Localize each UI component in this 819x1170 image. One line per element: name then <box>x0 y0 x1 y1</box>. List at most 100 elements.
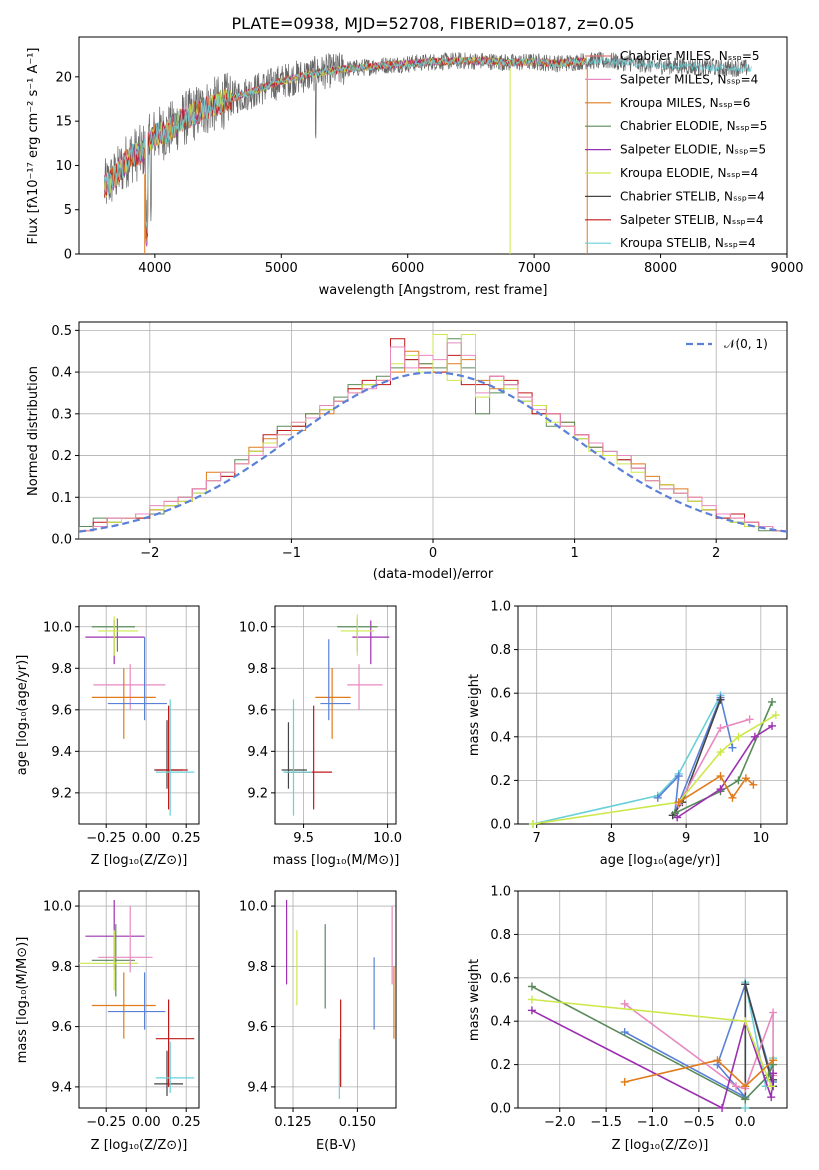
model-spectrum-line <box>103 56 587 240</box>
x-tick-label: −1.0 <box>637 1115 669 1130</box>
x-tick-label: 7000 <box>518 261 551 276</box>
x-axis-label: (data-model)/error <box>373 567 494 582</box>
y-tick-label: 9.4 <box>51 1080 72 1095</box>
x-tick-label: 0.0 <box>735 1115 756 1130</box>
plot-frame <box>274 605 397 825</box>
legend-label: Salpeter ELODIE, Nₛₛₚ=5 <box>620 143 766 157</box>
x-tick-label: −2.0 <box>544 1115 576 1130</box>
series-line <box>532 695 722 824</box>
x-axis-label: age [log₁₀(age/yr)] <box>600 853 721 868</box>
x-tick-label: 1 <box>570 546 578 561</box>
plot-frame <box>517 605 788 825</box>
histogram-step <box>79 342 787 539</box>
y-tick-label: 9.6 <box>51 703 72 718</box>
y-tick-label: 0.0 <box>51 533 72 548</box>
x-tick-label: 0.150 <box>339 1115 376 1130</box>
model-spectrum-line <box>103 56 752 234</box>
age-vs-mass-panel: 9.5 10.0 9.2 9.4 9.6 9.8 10.0 mass [log₁₀(M/M⊙)… <box>239 605 402 868</box>
y-tick-label: 0.4 <box>51 366 72 381</box>
y-tick-label: 0.6 <box>490 971 511 986</box>
legend-label: Chabrier MILES, Nₛₛₚ=5 <box>620 49 760 63</box>
legend-label: Salpeter STELIB, Nₛₛₚ=4 <box>620 213 764 227</box>
series-line <box>674 701 773 814</box>
x-tick-label: −0.25 <box>86 1115 126 1130</box>
y-tick-label: 9.2 <box>247 786 268 801</box>
y-tick-label: 0.5 <box>51 324 72 339</box>
y-tick-label: 10.0 <box>239 620 268 635</box>
x-tick-label: 5000 <box>265 261 298 276</box>
x-tick-label: 8 <box>607 831 615 846</box>
y-tick-label: 9.4 <box>51 745 72 760</box>
y-tick-label: 9.4 <box>247 1080 268 1095</box>
y-tick-label: 15 <box>55 115 72 130</box>
y-tick-label: 9.8 <box>247 960 268 975</box>
y-tick-label: 10.0 <box>43 900 72 915</box>
y-tick-label: 0.2 <box>490 774 511 789</box>
y-tick-label: 9.8 <box>51 662 72 677</box>
plot-frame <box>78 36 788 255</box>
y-tick-label: 9.6 <box>247 703 268 718</box>
legend-label: 𝒩(0, 1) <box>724 337 768 351</box>
x-axis-label: Z [log₁₀(Z/Z⊙)] <box>612 1138 709 1153</box>
y-tick-label: 9.2 <box>51 786 72 801</box>
y-tick-label: 10 <box>55 159 72 174</box>
x-tick-label: 4000 <box>138 261 171 276</box>
y-tick-label: 0.4 <box>490 1015 511 1030</box>
y-axis-label: mass weight <box>467 674 482 756</box>
y-tick-label: 1.0 <box>490 600 511 615</box>
y-tick-label: 1.0 <box>490 885 511 900</box>
age-vs-metallicity-panel: −0.25 0.00 0.25 9.2 9.4 9.6 9.8 10.0 Z [log₁₀(Z/… <box>15 605 201 868</box>
mass-vs-metallicity-panel: −0.25 0.00 0.25 9.4 9.6 9.8 10.0 Z [log₁₀(Z/Z⊙)… <box>15 890 201 1153</box>
y-tick-label: 0.4 <box>490 730 511 745</box>
y-tick-label: 0.1 <box>51 491 72 506</box>
y-tick-label: 0.2 <box>490 1058 511 1073</box>
y-tick-label: 5 <box>64 203 72 218</box>
x-tick-label: 0.25 <box>172 1115 201 1130</box>
legend-label: Salpeter MILES, Nₛₛₚ=4 <box>620 72 758 86</box>
y-tick-label: 0 <box>64 248 72 263</box>
x-tick-label: −1.5 <box>590 1115 622 1130</box>
x-tick-label: 9 <box>682 831 690 846</box>
y-tick-label: 20 <box>55 70 72 85</box>
series-line <box>624 1059 774 1088</box>
x-tick-label: −0.5 <box>683 1115 715 1130</box>
y-tick-label: 9.4 <box>247 745 268 760</box>
mass-weight-vs-metallicity-panel: −2.0 −1.5 −1.0 −0.5 0.0 0.0 0.2 0.4 0.6 0.8 1.0 Z [… <box>467 885 788 1153</box>
y-axis-label: Flux [fλ10⁻¹⁷ erg cm⁻² s⁻¹ A⁻¹] <box>26 48 41 245</box>
x-tick-label: 9.5 <box>293 831 314 846</box>
y-tick-label: 9.8 <box>247 662 268 677</box>
legend-label: Kroupa ELODIE, Nₛₛₚ=4 <box>620 166 758 180</box>
plot-frame <box>274 890 397 1109</box>
x-tick-label: 0 <box>429 546 437 561</box>
y-axis-label: Normed distribution <box>26 366 41 496</box>
legend-label: Kroupa STELIB, Nₛₛₚ=4 <box>620 236 756 250</box>
x-axis-label: wavelength [Angstrom, rest frame] <box>319 283 548 298</box>
x-tick-label: 6000 <box>391 261 424 276</box>
y-tick-label: 10.0 <box>43 620 72 635</box>
y-tick-label: 10.0 <box>239 900 268 915</box>
plot-frame <box>78 605 200 825</box>
series-line <box>531 985 774 1101</box>
x-tick-label: 0.00 <box>132 831 161 846</box>
chart-title: PLATE=0938, MJD=52708, FIBERID=0187, z=0… <box>231 14 634 33</box>
series-line <box>676 725 773 819</box>
residuals-panel: −2 −1 0 1 2 0.0 0.1 0.2 0.3 0.4 0.5 𝒩(0, 1) (data-mo… <box>26 321 788 582</box>
plot-frame <box>78 890 200 1109</box>
legend-label: Chabrier STELIB, Nₛₛₚ=4 <box>620 189 765 203</box>
y-tick-label: 9.6 <box>51 1020 72 1035</box>
y-tick-label: 0.2 <box>51 449 72 464</box>
mass-vs-extinction-panel: 0.125 0.150 9.4 9.6 9.8 10.0 E(B-V) <box>239 890 397 1153</box>
y-axis-label: mass [log₁₀(M/M⊙)] <box>15 937 30 1064</box>
y-tick-label: 0.0 <box>490 1102 511 1117</box>
normal-curve <box>79 371 787 533</box>
x-tick-label: 2 <box>712 546 720 561</box>
mass-weight-vs-age-panel: 7 8 9 10 0.0 0.2 0.4 0.6 0.8 1.0 age [log₁₀(age/yr… <box>467 600 788 868</box>
x-tick-label: 0.25 <box>172 831 201 846</box>
x-tick-label: 10 <box>753 831 770 846</box>
x-tick-label: 10.0 <box>373 831 402 846</box>
y-axis-label: mass weight <box>467 959 482 1041</box>
x-tick-label: −0.25 <box>86 831 126 846</box>
y-tick-label: 0.3 <box>51 407 72 422</box>
x-tick-label: 0.125 <box>274 1115 311 1130</box>
